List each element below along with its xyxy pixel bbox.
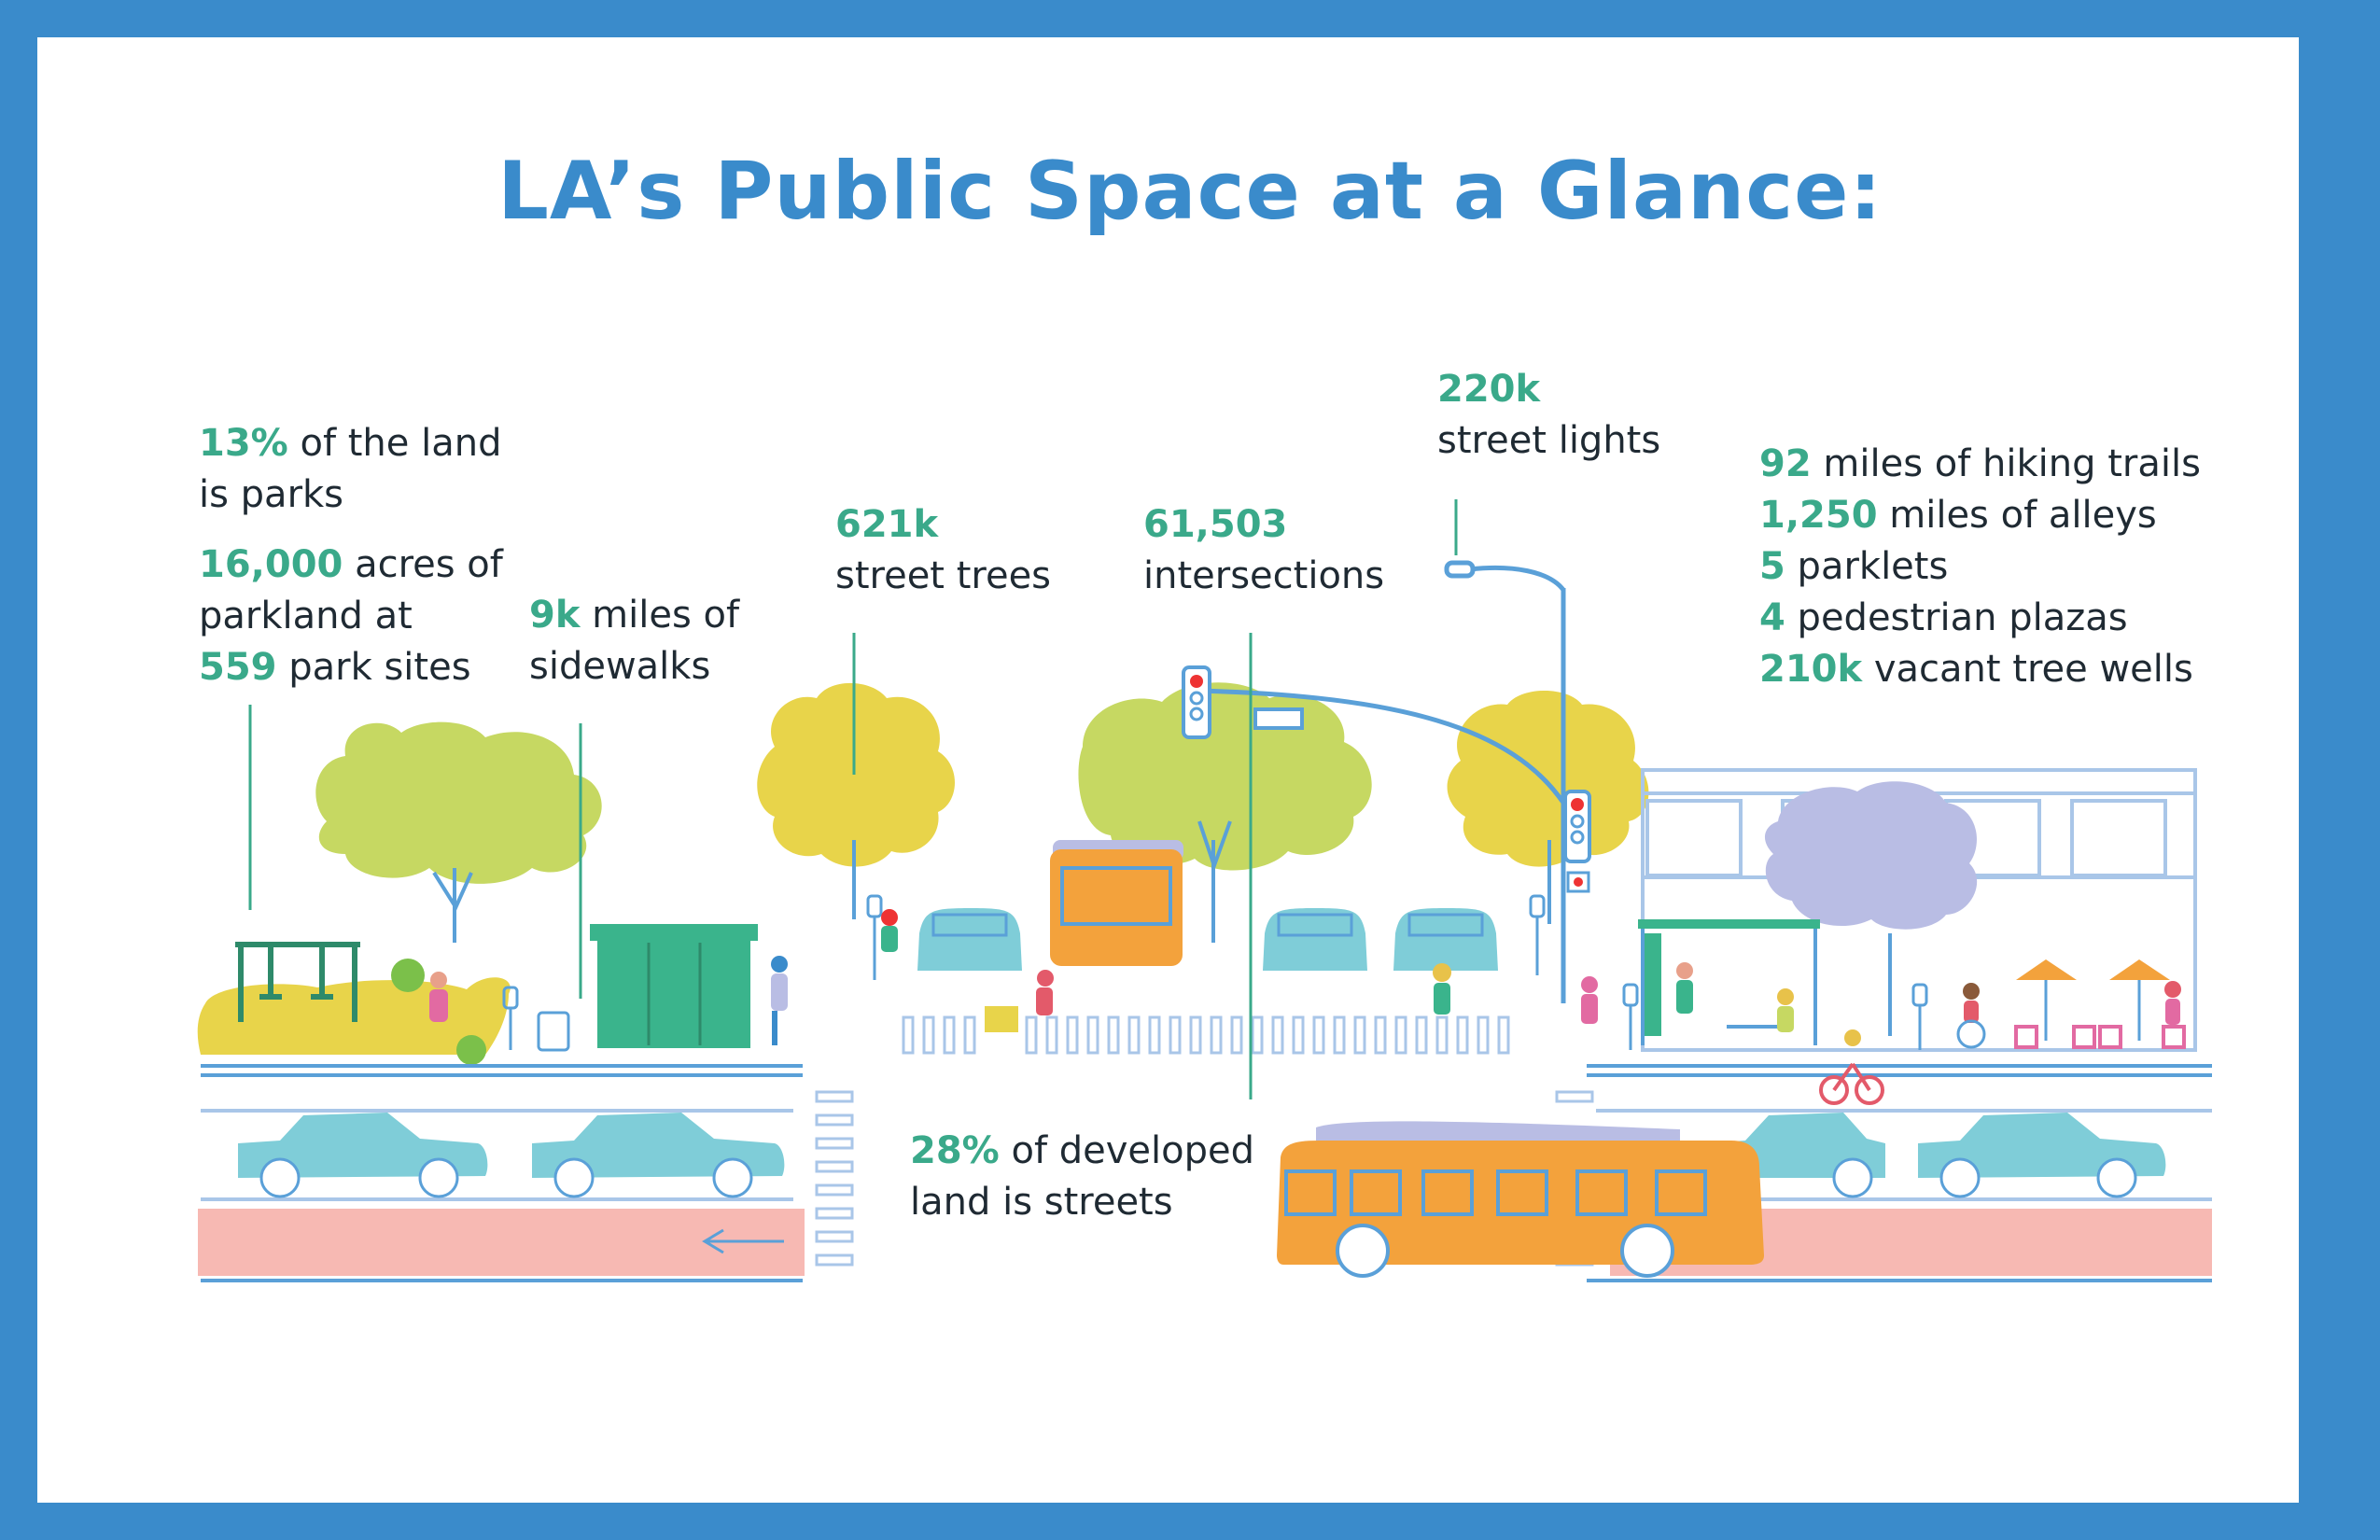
tree-street-3 (1447, 691, 1649, 924)
list-item-text: pedestrian plazas (1785, 596, 2128, 639)
list-item: 92 miles of hiking trails (1759, 439, 2201, 490)
cafe-tables (2014, 959, 2186, 1049)
list-item-text: vacant tree wells (1862, 648, 2193, 691)
stat-acres-text2: parkland at (199, 595, 413, 637)
stat-acres-text1: acres of (343, 543, 503, 586)
stat-sidewalks: 9k miles of sidewalks (529, 590, 739, 693)
stat-trees-text: street trees (835, 554, 1052, 597)
bus-shelter (1638, 919, 1820, 1045)
tree-street-1 (757, 682, 956, 919)
list-item: 4 pedestrian plazas (1759, 593, 2201, 644)
stat-intersections-text: intersections (1143, 554, 1385, 597)
curb-lines (201, 1064, 2212, 1282)
parking-meters (502, 894, 1928, 1052)
stat-sidewalks-number: 9k (529, 594, 581, 637)
list-item: 5 parklets (1759, 541, 2201, 593)
car-street-2 (532, 1113, 785, 1198)
stat-streets-text1: of developed (999, 1129, 1254, 1172)
list-item-number: 5 (1759, 545, 1785, 588)
bus-side (1277, 1121, 1764, 1278)
stat-lights: 220k street lights (1437, 364, 1660, 467)
stat-trees: 621k street trees (835, 499, 1051, 602)
tree-lavender (1764, 781, 1978, 1036)
callout-lines (248, 499, 1458, 1099)
pedestrians (429, 909, 2181, 1049)
crosswalk (815, 1015, 1594, 1267)
street-light (1194, 560, 1566, 1003)
list-item: 1,250 miles of alleys (1759, 490, 2201, 541)
stat-list-right: 92 miles of hiking trails 1,250 miles of… (1759, 439, 2201, 695)
stat-parks-text1: of the land (287, 422, 502, 465)
tree-park (315, 721, 602, 943)
cyclist-head (1844, 1029, 1861, 1046)
car-rear-2 (1263, 908, 1367, 971)
list-item-text: parklets (1785, 545, 1949, 588)
car-street-1 (238, 1113, 488, 1198)
list-item-text: miles of alleys (1877, 494, 2157, 537)
bike-lane-left (198, 1209, 805, 1276)
stat-lights-text: street lights (1437, 419, 1661, 462)
transit-kiosk (590, 924, 758, 1048)
car-street-4 (1918, 1113, 2166, 1198)
stat-sites-text: park sites (276, 646, 471, 689)
stat-parks: 13% of the land is parks (199, 418, 501, 521)
stat-intersections-number: 61,503 (1143, 503, 1288, 546)
stat-streets-text2: land is streets (910, 1181, 1173, 1224)
car-rear-1 (917, 908, 1022, 971)
stat-acres-number: 16,000 (199, 543, 343, 586)
stat-intersections: 61,503 intersections (1143, 499, 1384, 602)
stat-parks-number: 13% (199, 422, 288, 465)
stat-parks-text2: is parks (199, 473, 344, 516)
stat-streets-number: 28% (910, 1129, 1000, 1172)
page-title: LA’s Public Space at a Glance: (497, 145, 1883, 238)
list-item-number: 4 (1759, 596, 1785, 639)
list-item-number: 92 (1759, 442, 1812, 485)
stat-lights-number: 220k (1437, 368, 1541, 411)
car-rear-3 (1393, 908, 1498, 971)
stat-sites-number: 559 (199, 646, 277, 689)
traffic-signal-2 (1563, 790, 1591, 893)
stat-acres: 16,000 acres of parkland at 559 park sit… (199, 539, 503, 693)
stat-trees-number: 621k (835, 503, 939, 546)
stat-sidewalks-text2: sidewalks (529, 645, 711, 688)
list-item-text: miles of hiking trails (1811, 442, 2201, 485)
list-item: 210k vacant tree wells (1759, 644, 2201, 695)
park-playground (197, 942, 511, 1065)
cyclist (1819, 1062, 1884, 1105)
arrow-left-icon (702, 1228, 784, 1254)
bus-front (1050, 840, 1183, 966)
list-item-number: 1,250 (1759, 494, 1878, 537)
traffic-signal-1 (1182, 665, 1304, 739)
stat-sidewalks-text1: miles of (580, 594, 740, 637)
stat-streets: 28% of developed land is streets (910, 1126, 1254, 1228)
list-item-number: 210k (1759, 648, 1863, 691)
